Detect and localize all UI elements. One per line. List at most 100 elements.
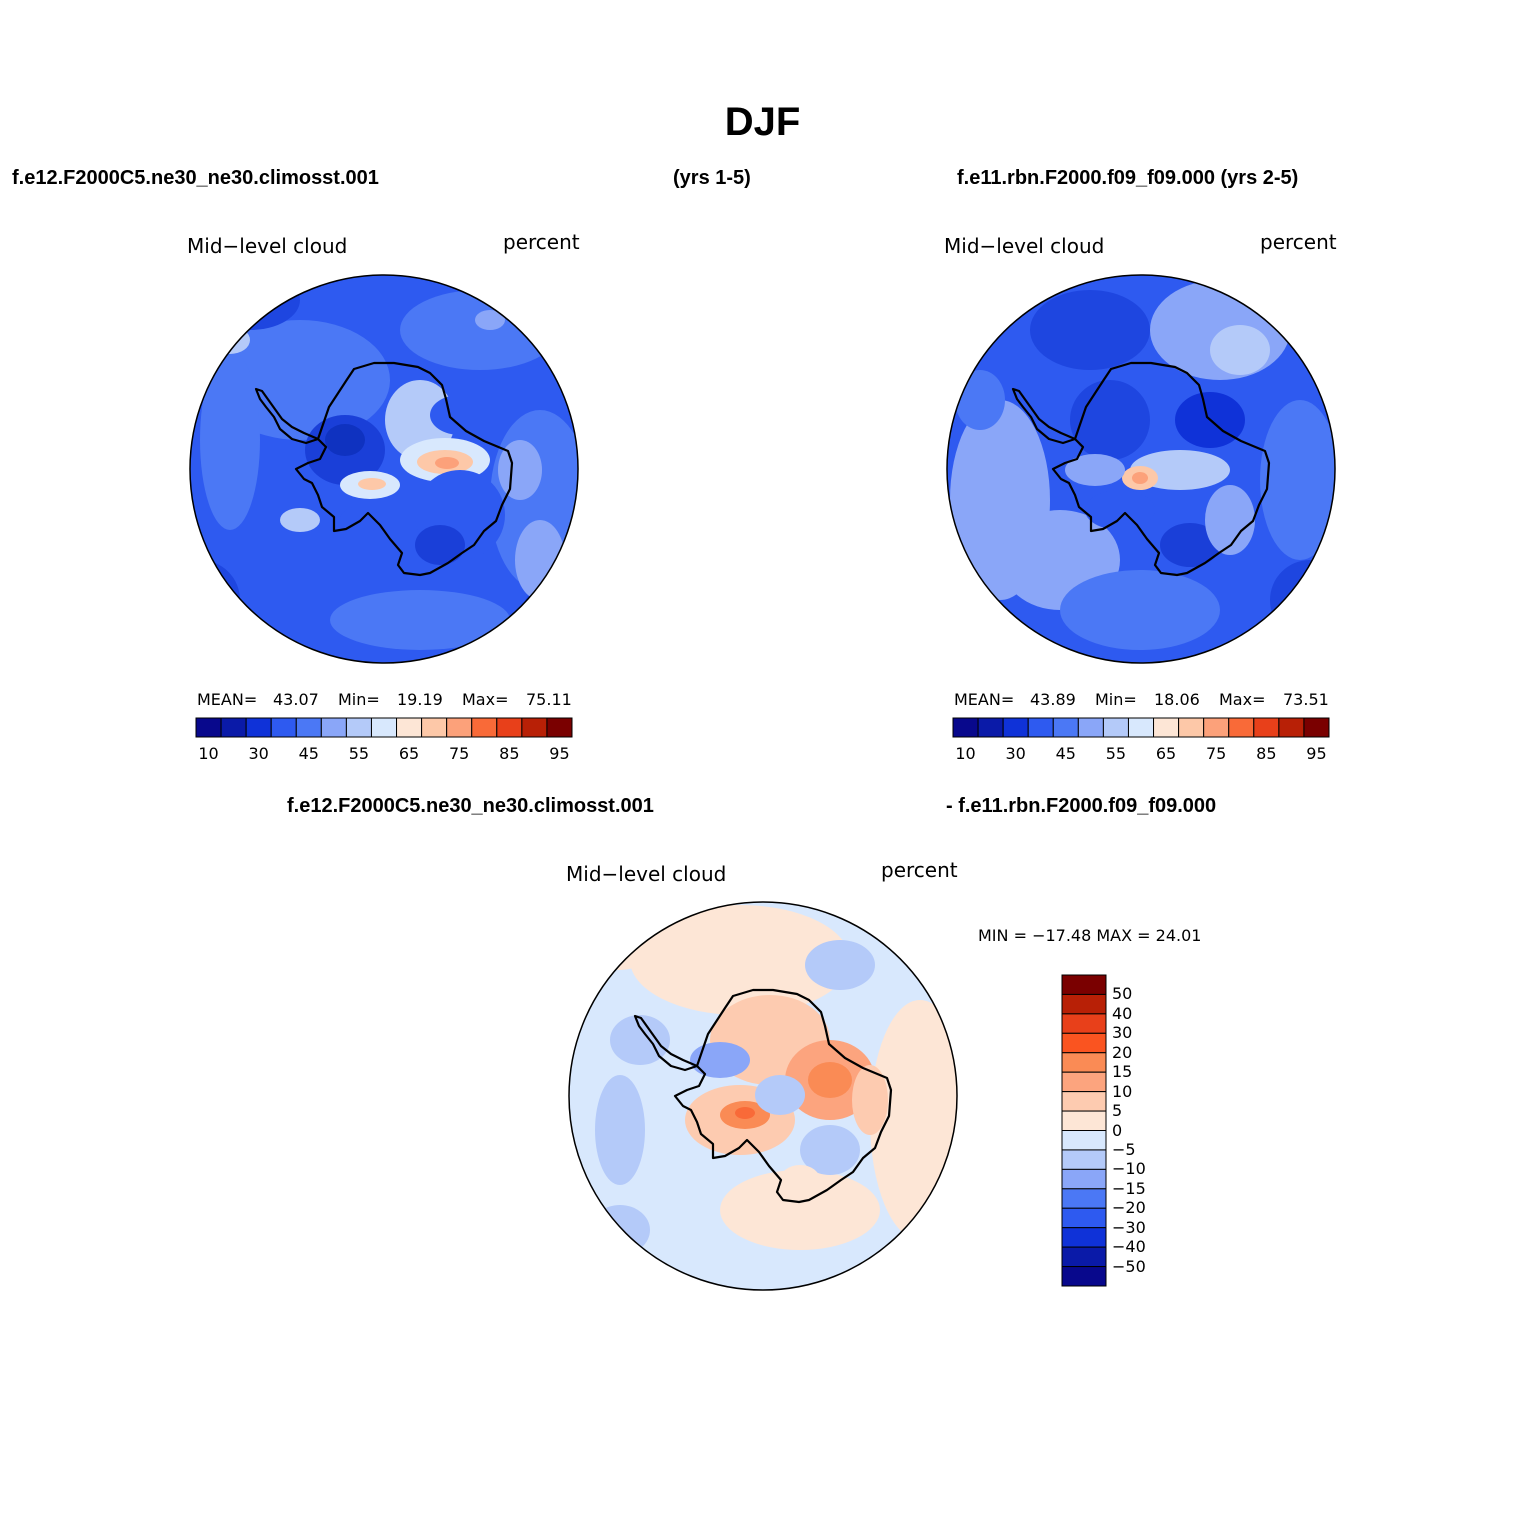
panel1-colorbar-swatch xyxy=(471,717,498,738)
panel1-colorbar-tick-label: 85 xyxy=(499,744,520,763)
panel1-min-label: Min= xyxy=(338,690,380,709)
panel1-colorbar-tick-label: 55 xyxy=(348,744,370,763)
panel1-mean-label: MEAN= xyxy=(197,690,258,709)
diff-colorbar-swatch xyxy=(1061,1266,1107,1287)
panel2-colorbar-swatch xyxy=(1127,717,1155,738)
panel1-map xyxy=(189,274,579,664)
panel2-map xyxy=(946,274,1336,664)
panel1-colorbar-tick-label: 30 xyxy=(248,744,269,763)
diff-colorbar-tick-label: −15 xyxy=(1112,1178,1146,1198)
panel3-minmax: MIN = −17.48 MAX = 24.01 xyxy=(978,926,1202,945)
panel3-map xyxy=(568,901,958,1291)
figure-title: DJF xyxy=(724,100,801,144)
diff-colorbar-swatch xyxy=(1061,1207,1107,1229)
panel1-colorbar-swatch xyxy=(195,717,222,738)
panel1-max-label: Max= xyxy=(462,690,509,709)
panel2-colorbar-swatch xyxy=(1153,717,1180,738)
panel2-colorbar-tick-label: 30 xyxy=(1005,744,1026,763)
panel2-colorbar-swatch xyxy=(1203,717,1230,738)
panel1-colorbar-swatch xyxy=(496,717,523,738)
diff-colorbar-swatch xyxy=(1061,1188,1107,1209)
panel2-colorbar-tick-label: 10 xyxy=(955,744,976,763)
diff-colorbar-swatch xyxy=(1061,993,1107,1015)
diff-colorbar-tick-label: 5 xyxy=(1112,1101,1123,1121)
diff-colorbar-tick-label: −20 xyxy=(1112,1198,1146,1218)
panel1-colorbar-tick-label: 45 xyxy=(298,744,319,763)
diff-colorbar-swatch xyxy=(1061,1168,1107,1190)
panel2-colorbar-tick-label: 55 xyxy=(1105,744,1127,763)
panel1-colorbar-swatch xyxy=(295,717,322,738)
panel1-variable: Mid−level cloud xyxy=(187,234,348,258)
diff-colorbar-swatch xyxy=(1061,1227,1107,1248)
diff-colorbar-swatch xyxy=(1061,1071,1107,1093)
panel1-mean-value: 43.07 xyxy=(273,690,319,709)
diff-colorbar-tick-label: 30 xyxy=(1112,1023,1133,1043)
panel2-colorbar-swatch xyxy=(1027,717,1054,738)
diff-colorbar-swatch xyxy=(1061,1149,1107,1170)
case2-label: f.e11.rbn.F2000.f09_f09.000 (yrs 2-5) xyxy=(957,167,1299,189)
panel1-colorbar-tick-label: 75 xyxy=(449,744,470,763)
panel1-colorbar-swatch xyxy=(396,717,423,738)
diff-colorbar-swatch xyxy=(1061,1110,1107,1131)
case1-label: f.e12.F2000C5.ne30_ne30.climosst.001 xyxy=(12,167,379,189)
panel1-max-value: 75.11 xyxy=(526,690,572,709)
panel2-colorbar-tick-label: 85 xyxy=(1256,744,1277,763)
diff-colorbar-tick-label: 15 xyxy=(1112,1062,1133,1082)
diff-colorbar-tick-label: 10 xyxy=(1112,1081,1133,1101)
diff-colorbar-tick-label: −10 xyxy=(1112,1159,1146,1179)
diff-colorbar-tick-label: −40 xyxy=(1112,1237,1146,1257)
panel1-colorbar xyxy=(195,717,573,738)
panel2-colorbar-tick-label: 75 xyxy=(1206,744,1227,763)
diff-colorbar-tick-label: −50 xyxy=(1112,1256,1146,1276)
diff-colorbar-swatch xyxy=(1061,1052,1107,1073)
case1-years: (yrs 1-5) xyxy=(673,167,751,189)
panel1-colorbar-swatch xyxy=(521,717,548,738)
panel2-min-value: 18.06 xyxy=(1154,690,1200,709)
panel2-variable: Mid−level cloud xyxy=(944,234,1105,258)
panel2-colorbar-swatch xyxy=(977,717,1004,738)
panel3-variable: Mid−level cloud xyxy=(566,862,727,886)
panel1-colorbar-swatch xyxy=(220,717,247,738)
panel3-units: percent xyxy=(881,858,958,882)
panel1-colorbar-swatch xyxy=(345,717,372,738)
panel1-colorbar-swatch xyxy=(320,717,347,738)
panel2-colorbar-swatch xyxy=(1278,717,1305,738)
diff-colorbar xyxy=(1061,974,1107,1287)
diff-colorbar-swatch xyxy=(1061,974,1107,995)
panel2-colorbar-swatch xyxy=(1178,717,1205,738)
diff-colorbar-swatch xyxy=(1061,1130,1107,1151)
diff-colorbar-tick-label: 0 xyxy=(1112,1120,1123,1140)
panel2-colorbar-tick-label: 45 xyxy=(1055,744,1076,763)
panel2-mean-label: MEAN= xyxy=(954,690,1015,709)
diff-colorbar-tick-label: 50 xyxy=(1112,984,1133,1004)
panel2-colorbar-tick-label: 95 xyxy=(1306,744,1327,763)
panel2-colorbar-swatch xyxy=(1077,717,1104,738)
diff-colorbar-swatch xyxy=(1061,1091,1107,1112)
panel2-colorbar-tick-label: 65 xyxy=(1155,744,1177,763)
panel2-colorbar-swatch xyxy=(1303,717,1330,738)
diff-colorbar-tick-label: −30 xyxy=(1112,1217,1146,1237)
panel1-colorbar-tick-label: 95 xyxy=(549,744,570,763)
diff-label-case1: f.e12.F2000C5.ne30_ne30.climosst.001 xyxy=(287,795,654,817)
diff-colorbar-tick-label: −5 xyxy=(1112,1139,1136,1159)
diff-colorbar-swatch xyxy=(1061,1013,1107,1034)
panel1-colorbar-swatch xyxy=(270,717,297,738)
panel2-colorbar-swatch xyxy=(1228,717,1255,738)
diff-colorbar-tick-label: 40 xyxy=(1112,1003,1133,1023)
diff-label-case2: - f.e11.rbn.F2000.f09_f09.000 xyxy=(946,795,1217,817)
panel2-max-value: 73.51 xyxy=(1283,690,1329,709)
panel1-units: percent xyxy=(503,230,580,254)
panel1-colorbar-swatch xyxy=(421,717,448,738)
panel1-colorbar-swatch xyxy=(546,717,573,738)
diff-colorbar-swatch xyxy=(1061,1032,1107,1054)
panel1-min-value: 19.19 xyxy=(397,690,443,709)
panel2-mean-value: 43.89 xyxy=(1030,690,1076,709)
panel2-colorbar-swatch xyxy=(952,717,979,738)
panel1-colorbar-tick-label: 65 xyxy=(398,744,420,763)
panel2-colorbar-swatch xyxy=(1052,717,1079,738)
panel2-colorbar-swatch xyxy=(1253,717,1280,738)
panel2-colorbar-swatch xyxy=(1002,717,1029,738)
diff-colorbar-swatch xyxy=(1061,1246,1107,1268)
panel1-colorbar-tick-label: 10 xyxy=(198,744,219,763)
